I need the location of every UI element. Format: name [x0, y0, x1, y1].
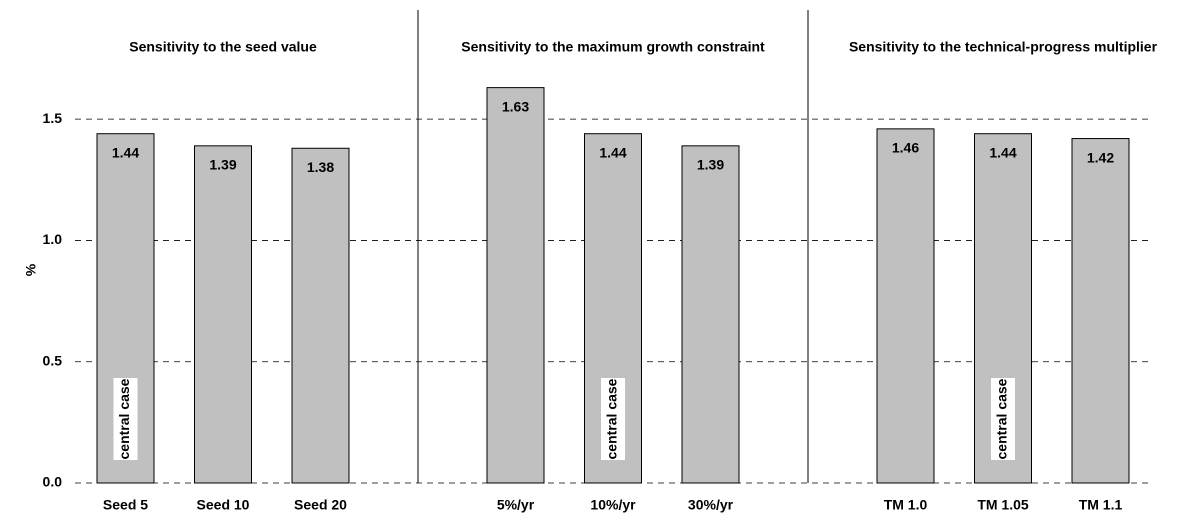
bar [681, 145, 740, 484]
value-label: 1.63 [502, 98, 529, 114]
value-label: 1.46 [892, 140, 919, 156]
x-tick-label: 30%/yr [688, 497, 734, 513]
y-tick-label: 0.0 [43, 474, 63, 490]
bar [194, 145, 252, 484]
y-tick-label: 0.5 [43, 352, 63, 368]
y-tick-label: 1.0 [43, 231, 63, 247]
x-tick-label: Seed 10 [197, 497, 250, 513]
panel-title: Sensitivity to the maximum growth constr… [461, 39, 765, 55]
value-label: 1.44 [599, 144, 626, 160]
value-label: 1.44 [989, 144, 1016, 160]
x-tick-label: Seed 5 [103, 497, 148, 513]
y-axis-label: % [23, 263, 39, 276]
x-tick-label: 10%/yr [590, 497, 636, 513]
value-label: 1.44 [112, 144, 139, 160]
x-tick-label: TM 1.0 [884, 497, 928, 513]
annotation-box [991, 378, 1015, 460]
bar [1071, 138, 1130, 484]
x-tick-label: Seed 20 [294, 497, 347, 513]
annotation-box [113, 378, 138, 460]
annotation: central case [116, 378, 132, 459]
annotation: central case [604, 378, 620, 459]
x-tick-label: TM 1.05 [977, 497, 1029, 513]
value-label: 1.42 [1087, 149, 1114, 165]
value-label: 1.39 [697, 157, 724, 173]
panel-title: Sensitivity to the technical-progress mu… [849, 39, 1158, 55]
bar [876, 128, 935, 484]
x-tick-label: TM 1.1 [1079, 497, 1123, 513]
bar [486, 87, 545, 484]
y-tick-label: 1.5 [43, 110, 63, 126]
annotation: central case [994, 378, 1010, 459]
value-label: 1.38 [307, 159, 334, 175]
panel-title: Sensitivity to the seed value [129, 39, 317, 55]
value-label: 1.39 [209, 157, 236, 173]
x-tick-label: 5%/yr [497, 497, 535, 513]
annotation-box [601, 378, 625, 460]
bar [291, 147, 350, 484]
